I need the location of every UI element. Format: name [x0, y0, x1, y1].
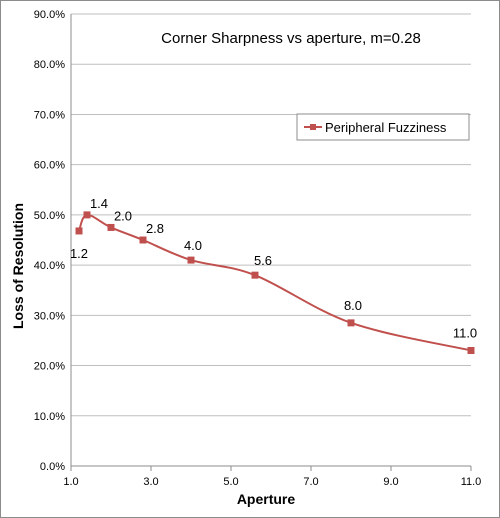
y-axis-title: Loss of Resolution: [10, 203, 26, 329]
data-labels: 1.2 1.4 2.0 2.8 4.0 5.6 8.0 11.0: [70, 196, 477, 341]
y-tick-label: 80.0%: [34, 59, 65, 71]
y-tick-label: 50.0%: [34, 210, 65, 222]
data-point: [467, 346, 475, 354]
legend-series-name: Peripheral Fuzziness: [325, 120, 447, 135]
y-axis-ticks: 0.0% 10.0% 20.0% 30.0% 40.0% 50.0% 60.0% 70.0% 8…: [34, 9, 65, 473]
data-label: 2.8: [146, 221, 164, 236]
data-label: 2.0: [114, 208, 132, 223]
y-tick-label: 0.0%: [40, 461, 65, 473]
series: [75, 211, 475, 354]
data-label: 1.4: [90, 196, 108, 211]
y-tick-label: 40.0%: [34, 260, 65, 272]
legend-box: [296, 113, 470, 141]
x-tick-label: 11.0: [461, 476, 482, 488]
x-tick-label: 5.0: [223, 476, 238, 488]
data-label: 5.6: [254, 253, 272, 268]
legend: Peripheral Fuzziness: [296, 113, 470, 141]
x-tick-label: 7.0: [303, 476, 318, 488]
axes: [70, 14, 471, 467]
data-point: [107, 223, 115, 231]
legend-series-marker: [310, 124, 316, 130]
y-tick-label: 60.0%: [34, 160, 65, 172]
chart-title: Corner Sharpness vs aperture, m=0.28: [161, 30, 421, 47]
y-tick-label: 20.0%: [34, 361, 65, 373]
series-line: [78, 213, 472, 352]
data-label: 8.0: [344, 298, 362, 313]
data-point: [139, 236, 147, 244]
data-label: 4.0: [184, 238, 202, 253]
grid: [71, 13, 471, 417]
y-tick-label: 30.0%: [34, 310, 65, 322]
data-point: [75, 227, 83, 235]
data-label: 1.2: [70, 246, 88, 261]
x-tick-label: 1.0: [63, 476, 78, 488]
x-tick-label: 3.0: [143, 476, 158, 488]
x-axis-title: Aperture: [237, 491, 296, 507]
x-axis-ticks: 1.0 3.0 5.0 7.0 9.0 11.0: [63, 466, 481, 488]
data-label: 11.0: [453, 325, 477, 340]
y-tick-label: 70.0%: [34, 109, 65, 121]
y-tick-label: 90.0%: [34, 9, 65, 21]
x-tick-label: 9.0: [383, 476, 398, 488]
data-point: [187, 256, 195, 264]
data-point: [347, 319, 355, 327]
y-tick-label: 10.0%: [34, 411, 65, 423]
data-point: [83, 211, 91, 219]
data-point: [251, 271, 259, 279]
